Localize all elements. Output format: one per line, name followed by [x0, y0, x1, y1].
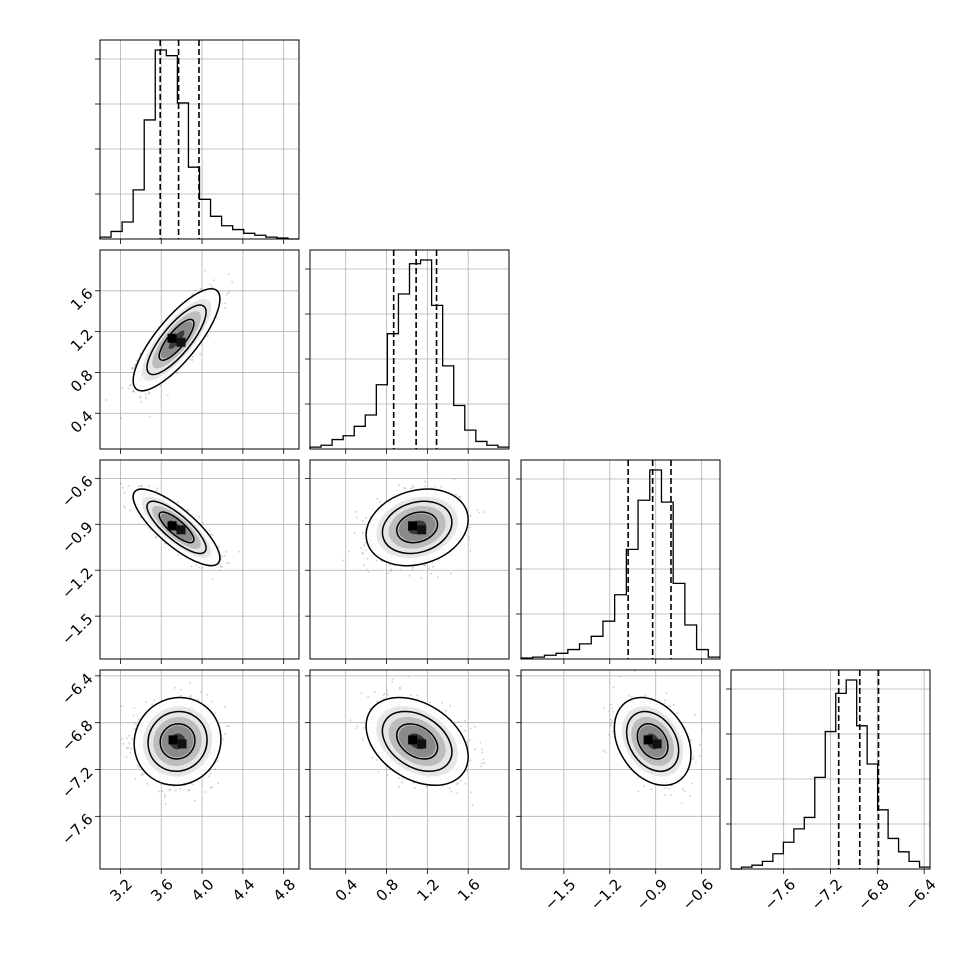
contour-line [159, 723, 196, 760]
y-tick-label: 0.8 [67, 366, 97, 396]
x-tick-label: 4.8 [270, 875, 300, 905]
x-tick-label: −7.2 [808, 875, 846, 913]
density-peak [176, 337, 186, 347]
y-tick-label: −6.8 [58, 716, 96, 754]
panel-frame [309, 459, 510, 660]
x-tick-label: 3.2 [106, 875, 136, 905]
scatter-panel-4-1 [95, 669, 300, 874]
x-tick-label: 1.6 [454, 875, 484, 905]
y-tick-label: −1.5 [58, 610, 96, 648]
contour-line [613, 696, 692, 787]
contour-line [132, 288, 221, 392]
panel-frame [99, 459, 300, 660]
x-tick-label: 1.2 [413, 875, 443, 905]
contour-line [395, 723, 439, 760]
histogram-step-line [520, 469, 720, 659]
contour-line [365, 488, 469, 567]
y-tick-label: −7.6 [58, 810, 96, 848]
y-tick-label: −1.2 [58, 564, 96, 602]
x-tick-label: 4.0 [188, 875, 218, 905]
panel-frame [309, 249, 510, 450]
density-peak [417, 525, 427, 535]
density-peak [176, 525, 186, 535]
x-tick-label: −6.8 [854, 875, 892, 913]
scatter-panel-2-1 [95, 249, 300, 454]
x-tick-label: 4.4 [229, 875, 259, 905]
histogram-panel-1 [95, 39, 300, 244]
panel-frame [99, 249, 300, 450]
x-tick-label: 0.8 [372, 875, 402, 905]
contour-line [381, 710, 453, 773]
contour-line [636, 723, 669, 760]
y-tick-label: −7.2 [58, 763, 96, 801]
x-tick-label: −0.6 [679, 875, 717, 913]
scatter-panel-3-1 [95, 459, 300, 664]
histogram-panel-4 [726, 669, 931, 874]
density-peak [167, 333, 177, 343]
contour-line [132, 488, 221, 567]
density-peak [167, 521, 177, 531]
contour-line [365, 696, 469, 787]
y-tick-label: 1.6 [67, 285, 97, 315]
density-peak [643, 735, 653, 745]
histogram-panel-3 [516, 459, 721, 664]
histogram-panel-2 [305, 249, 510, 454]
contour-line [146, 500, 207, 555]
y-tick-label: 0.4 [67, 407, 97, 437]
x-tick-label: −0.9 [633, 875, 671, 913]
contour-line [147, 710, 208, 773]
scatter-panel-3-2 [305, 459, 510, 664]
scatter-panel-4-2 [305, 669, 510, 874]
x-tick-label: −1.5 [541, 875, 579, 913]
y-tick-label: 1.2 [67, 325, 97, 355]
x-tick-label: −7.6 [761, 875, 799, 913]
density-peak [417, 739, 427, 749]
contour-line [133, 696, 222, 787]
x-tick-label: 3.6 [147, 875, 177, 905]
panel-frame [520, 459, 721, 660]
contour-line [625, 710, 680, 773]
contour-line [146, 304, 207, 376]
density-peak [408, 735, 418, 745]
x-tick-label: −6.4 [901, 875, 939, 913]
panel-frame [99, 39, 300, 240]
density-peak [408, 521, 418, 531]
y-tick-label: −0.6 [58, 472, 96, 510]
density-peak [168, 735, 178, 745]
y-tick-label: −0.9 [58, 518, 96, 556]
scatter-panel-4-3 [516, 669, 721, 874]
histogram-step-line [309, 259, 509, 449]
contour-line [158, 511, 195, 544]
y-tick-label: −6.4 [58, 670, 96, 708]
contour-line [381, 500, 453, 555]
density-peak [652, 739, 662, 749]
x-tick-label: 0.4 [332, 875, 362, 905]
contour-line [395, 511, 439, 544]
density-peak [177, 739, 187, 749]
histogram-step-line [731, 679, 930, 870]
x-tick-label: −1.2 [587, 875, 625, 913]
